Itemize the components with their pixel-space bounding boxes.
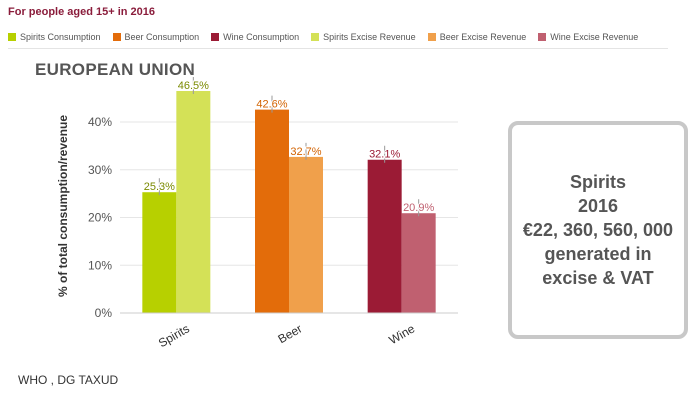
y-tick-label: 10% — [88, 258, 112, 272]
legend-item-spirits-excise-revenue[interactable]: Spirits Excise Revenue — [311, 32, 416, 42]
source-note: WHO , DG TAXUD — [18, 373, 119, 387]
legend-swatch — [427, 33, 436, 41]
legend-item-wine-consumption[interactable]: Wine Consumption — [211, 32, 299, 42]
data-label: 32.7% — [290, 146, 321, 158]
bar — [367, 159, 402, 313]
legend-item-wine-excise-revenue[interactable]: Wine Excise Revenue — [538, 32, 638, 42]
legend-item-beer-consumption[interactable]: Beer Consumption — [112, 32, 200, 42]
data-label: 46.5% — [178, 80, 209, 92]
legend-swatch — [211, 33, 220, 41]
legend-label: Wine Excise Revenue — [550, 32, 639, 42]
legend-swatch — [112, 33, 121, 41]
legend-swatch — [538, 33, 547, 41]
bar-chart: 0% 10% 20% 30% 40% % of total consumption/rev… — [56, 77, 458, 350]
legend-item-spirits-consumption[interactable]: Spirits Consumption — [8, 32, 101, 42]
data-label: 32.1% — [369, 149, 400, 161]
y-tick-label: 30% — [88, 163, 112, 177]
x-tick-label: Beer — [276, 321, 305, 346]
infobox-line: 2016 — [577, 196, 619, 216]
legend-label: Beer Consumption — [124, 32, 200, 42]
bar — [401, 213, 436, 313]
y-tick-label: 20% — [88, 211, 112, 225]
data-label: 25.3% — [144, 181, 175, 193]
chart-title: EUROPEAN UNION — [35, 60, 196, 79]
y-tick-label: 40% — [88, 115, 112, 129]
infobox-line: excise & VAT — [542, 268, 654, 288]
legend-label: Wine Consumption — [223, 32, 300, 42]
spirits-excise-infobox: Spirits 2016 €22, 360, 560, 000 generate… — [508, 121, 688, 339]
bar — [255, 109, 289, 313]
x-tick-label: Wine — [386, 321, 417, 347]
bar — [142, 192, 177, 313]
infobox-line: Spirits — [569, 172, 626, 192]
legend-item-beer-excise-revenue[interactable]: Beer Excise Revenue — [427, 32, 527, 42]
y-tick-label: 0% — [95, 306, 113, 320]
legend-swatch — [8, 33, 16, 41]
legend-label: Spirits Excise Revenue — [323, 32, 416, 42]
legend-swatch — [311, 33, 320, 41]
chart-legend: Spirits Consumption Beer Consumption Win… — [8, 28, 668, 49]
legend-label: Beer Excise Revenue — [439, 32, 527, 42]
infobox-line: €22, 360, 560, 000 — [522, 220, 674, 240]
y-axis-label: % of total consumption/revenue — [56, 115, 70, 297]
infobox-line: generated in — [544, 244, 652, 264]
bar — [289, 156, 323, 313]
data-label: 20.9% — [403, 202, 434, 214]
bar — [176, 91, 211, 313]
chart-subtitle: For people aged 15+ in 2016 — [8, 6, 156, 18]
legend-label: Spirits Consumption — [20, 32, 101, 42]
x-tick-label: Spirits — [156, 321, 192, 350]
data-label: 42.6% — [256, 99, 287, 111]
